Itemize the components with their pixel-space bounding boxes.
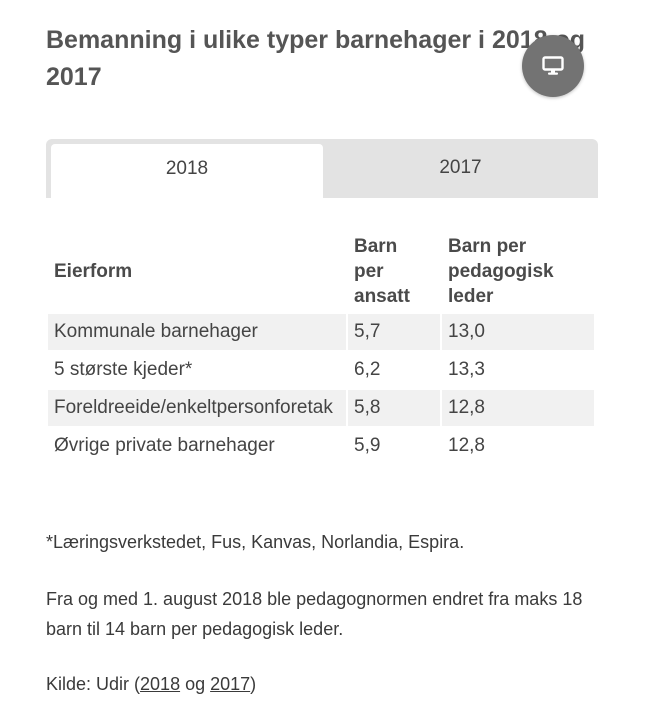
- source-line: Kilde: Udir (2018 og 2017): [46, 669, 256, 699]
- source-link-2018[interactable]: 2018: [140, 674, 181, 694]
- info-text: Fra og med 1. august 2018 ble pedagognor…: [46, 589, 583, 639]
- header-line: leder: [448, 286, 494, 307]
- source-link-2017[interactable]: 2017: [210, 674, 251, 694]
- header-barn-per-ansatt: Barn per ansatt: [348, 232, 440, 312]
- cell-barn-per-leder: 12,8: [448, 435, 485, 456]
- header-line: per: [354, 261, 384, 282]
- cell-barn-per-leder: 13,3: [448, 359, 485, 380]
- header-eierform: Eierform: [54, 261, 133, 282]
- cell-barn-per-leder: 13,0: [442, 314, 594, 350]
- table-row: Foreldreeide/enkeltpersonforetak 5,8 12,…: [48, 390, 594, 426]
- tab-2017[interactable]: 2017: [439, 156, 482, 178]
- cell-barn-per-ansatt: 5,7: [348, 314, 440, 350]
- cell-eierform: Kommunale barnehager: [48, 314, 346, 350]
- cell-eierform: 5 største kjeder*: [54, 359, 193, 380]
- monitor-icon: [542, 56, 564, 75]
- desktop-view-button[interactable]: [522, 35, 584, 97]
- cell-barn-per-ansatt: 6,2: [354, 359, 381, 380]
- header-line: Barn: [354, 236, 398, 257]
- cell-eierform: Øvrige private barnehager: [54, 435, 275, 456]
- footnote: *Læringsverkstedet, Fus, Kanvas, Norland…: [46, 532, 465, 552]
- source-separator: og: [180, 674, 211, 694]
- cell-eierform: Foreldreeide/enkeltpersonforetak: [48, 390, 346, 426]
- table-header-row: Eierform Barn per ansatt Barn per pedago…: [48, 232, 594, 312]
- header-line: pedagogisk: [448, 261, 554, 282]
- header-barn-per-leder: Barn per pedagogisk leder: [442, 232, 594, 312]
- header-line: Barn per: [448, 236, 527, 257]
- table-row: Kommunale barnehager 5,7 13,0: [48, 314, 594, 350]
- tab-2018[interactable]: 2018: [51, 144, 323, 198]
- cell-barn-per-leder: 12,8: [442, 390, 594, 426]
- year-tabs: 2018 2017: [46, 139, 598, 198]
- staffing-table: Eierform Barn per ansatt Barn per pedago…: [46, 230, 596, 466]
- source-prefix: Kilde: Udir (: [46, 674, 141, 694]
- page-title: Bemanning i ulike typer barnehager i 201…: [46, 26, 586, 91]
- cell-barn-per-ansatt: 5,9: [354, 435, 381, 456]
- header-line: ansatt: [354, 286, 410, 307]
- table-row: Øvrige private barnehager 5,9 12,8: [48, 428, 594, 464]
- table-row: 5 største kjeder* 6,2 13,3: [48, 352, 594, 388]
- cell-barn-per-ansatt: 5,8: [348, 390, 440, 426]
- source-suffix: ): [250, 674, 257, 694]
